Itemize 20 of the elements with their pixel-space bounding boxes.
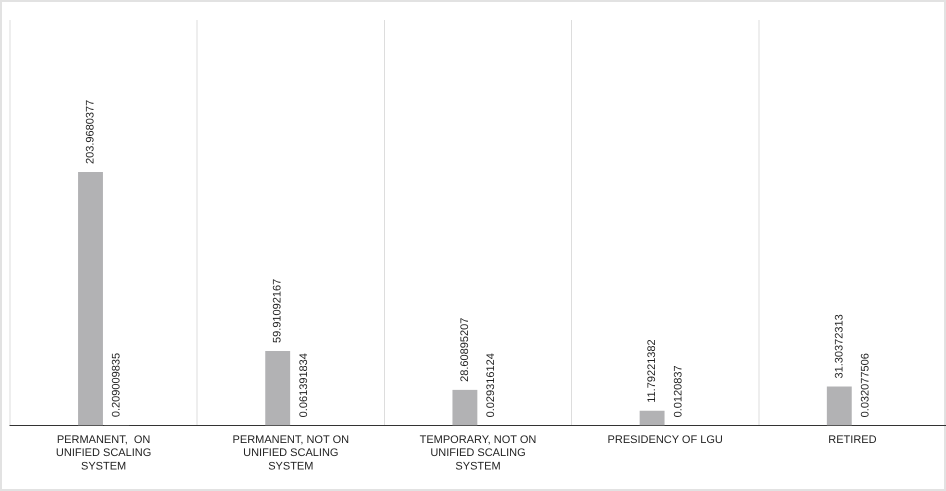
data-label: 11.79221382 [646, 339, 658, 403]
data-label: 203.9680377 [84, 100, 97, 164]
x-tick-label: RETIRED [828, 434, 877, 446]
data-label: 0.032077506 [860, 353, 872, 418]
data-label: 59.91092167 [272, 278, 284, 343]
data-label: 0.061391834 [298, 353, 310, 418]
data-label: 0.0120837 [672, 365, 684, 418]
bar [265, 350, 290, 426]
bar [452, 390, 478, 426]
data-label: 28.60895207 [458, 318, 471, 382]
data-label: 0.209009835 [110, 352, 123, 418]
x-tick-label: PERMANENT, ON UNIFIED SCALING SYSTEM [56, 434, 152, 472]
bar [826, 386, 852, 426]
x-tick-label: PRESIDENCY OF LGU [608, 434, 723, 446]
bar [640, 410, 665, 426]
bar [78, 172, 103, 426]
x-tick-label: TEMPORARY, NOT ON UNIFIED SCALING SYSTEM [420, 434, 536, 472]
x-tick-label: PERMANENT, NOT ON UNIFIED SCALING SYSTEM [232, 434, 350, 472]
data-label: 31.30372313 [833, 314, 846, 379]
data-label: 0.029316124 [485, 353, 498, 418]
